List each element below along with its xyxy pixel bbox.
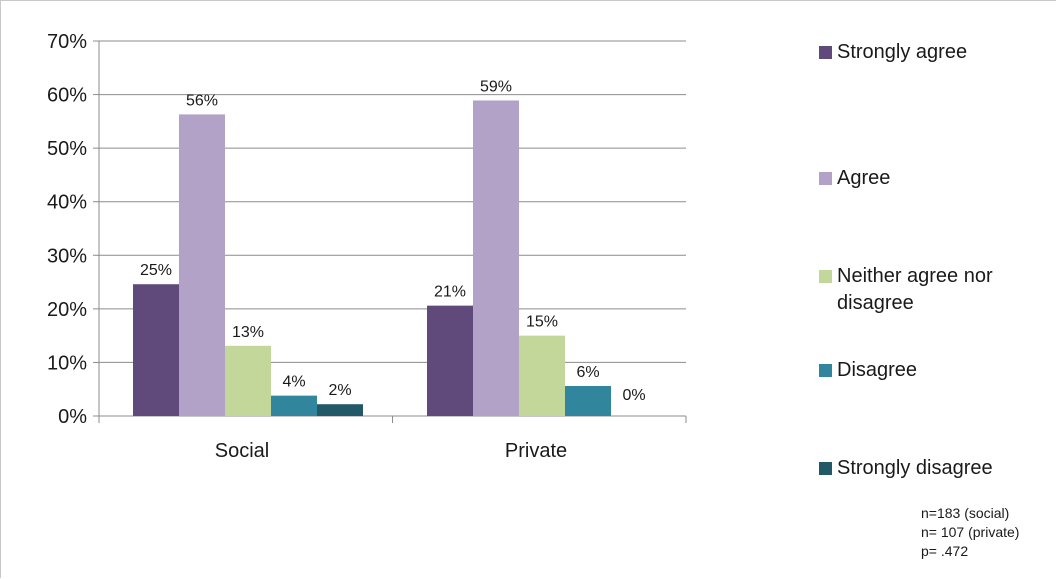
chart-legend: Strongly agree Agree Neither agree nor d… bbox=[819, 1, 1056, 579]
legend-swatch-strongly-disagree bbox=[819, 462, 832, 475]
legend-item-agree: Agree bbox=[819, 165, 1037, 192]
data-label-social-series-3: 4% bbox=[282, 374, 305, 391]
data-label-private-series-2: 15% bbox=[526, 314, 558, 331]
note-p-value: p= .472 bbox=[921, 543, 969, 559]
legend-label-strongly-disagree: Strongly disagree bbox=[837, 457, 993, 479]
category-label-social: Social bbox=[215, 440, 269, 462]
y-tick-label-20pct: 20% bbox=[47, 299, 87, 321]
legend-label-disagree: Disagree bbox=[837, 359, 918, 381]
data-label-social-series-0: 25% bbox=[140, 262, 172, 279]
legend-label-neither: Neither agree nor disagree bbox=[837, 265, 993, 314]
legend-swatch-neither bbox=[819, 270, 832, 283]
data-label-private-series-1: 59% bbox=[480, 78, 512, 95]
y-tick-label-70pct: 70% bbox=[47, 31, 87, 53]
note-n-social: n=183 (social) bbox=[921, 505, 1010, 521]
bar-private-series-1 bbox=[473, 100, 519, 416]
legend-item-neither: Neither agree nor disagree bbox=[819, 263, 1037, 317]
bar-social-series-4 bbox=[317, 404, 363, 416]
y-tick-label-40pct: 40% bbox=[47, 192, 87, 214]
legend-swatch-agree bbox=[819, 172, 832, 185]
bar-private-series-2 bbox=[519, 335, 565, 416]
bar-private-series-3 bbox=[565, 386, 611, 416]
data-label-social-series-4: 2% bbox=[328, 382, 351, 399]
data-label-social-series-1: 56% bbox=[186, 92, 218, 109]
bar-social-series-0 bbox=[133, 284, 179, 416]
bar-social-series-1 bbox=[179, 114, 225, 417]
bar-private-series-0 bbox=[427, 305, 473, 416]
sample-notes: n=183 (social) n= 107 (private) p= .472 bbox=[921, 504, 1019, 561]
y-tick-label-30pct: 30% bbox=[47, 245, 87, 267]
legend-swatch-strongly-agree bbox=[819, 46, 832, 59]
legend-label-strongly-agree: Strongly agree bbox=[837, 41, 968, 63]
legend-item-strongly-agree: Strongly agree bbox=[819, 39, 1037, 66]
data-label-private-series-3: 6% bbox=[576, 364, 599, 381]
legend-item-strongly-disagree: Strongly disagree bbox=[819, 455, 1037, 482]
bar-chart: 0% 10% 20% 30% 40% 50% 60% 70% 25% 21% 56% 59% 13% 15… bbox=[47, 31, 687, 462]
bar-social-series-3 bbox=[271, 395, 317, 416]
legend-label-agree: Agree bbox=[837, 167, 891, 189]
bar-social-series-2 bbox=[225, 345, 271, 416]
legend-item-disagree: Disagree bbox=[819, 357, 1037, 384]
y-tick-label-50pct: 50% bbox=[47, 138, 87, 160]
data-label-private-series-4: 0% bbox=[622, 387, 645, 404]
y-tick-label-60pct: 60% bbox=[47, 85, 87, 107]
y-tick-label-10pct: 10% bbox=[47, 352, 87, 374]
data-label-private-series-0: 21% bbox=[434, 284, 466, 301]
data-label-social-series-2: 13% bbox=[232, 324, 264, 341]
legend-swatch-disagree bbox=[819, 364, 832, 377]
note-n-private: n= 107 (private) bbox=[921, 524, 1020, 540]
category-label-private: Private bbox=[505, 440, 567, 462]
y-tick-label-0pct: 0% bbox=[58, 406, 87, 428]
